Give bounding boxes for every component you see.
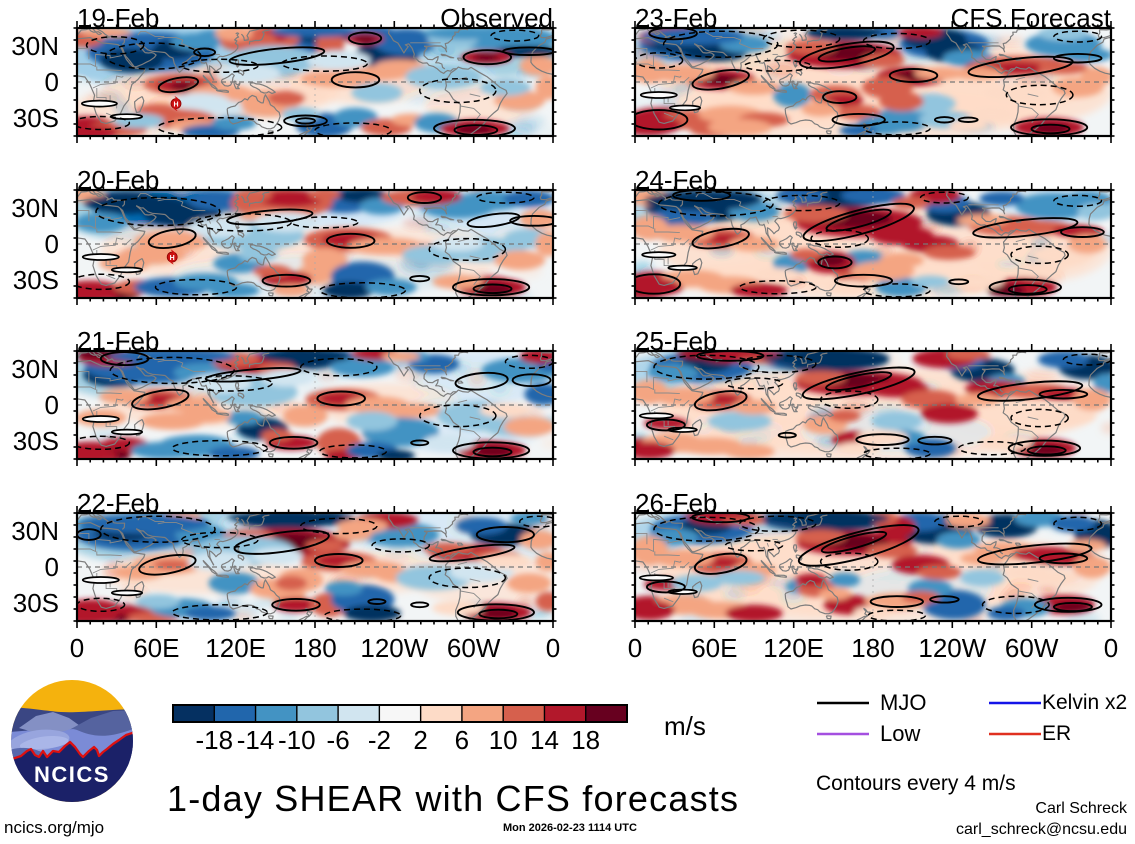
svg-text:H: H <box>170 254 175 261</box>
svg-text:H: H <box>173 101 178 108</box>
svg-text:NCICS: NCICS <box>34 762 110 787</box>
